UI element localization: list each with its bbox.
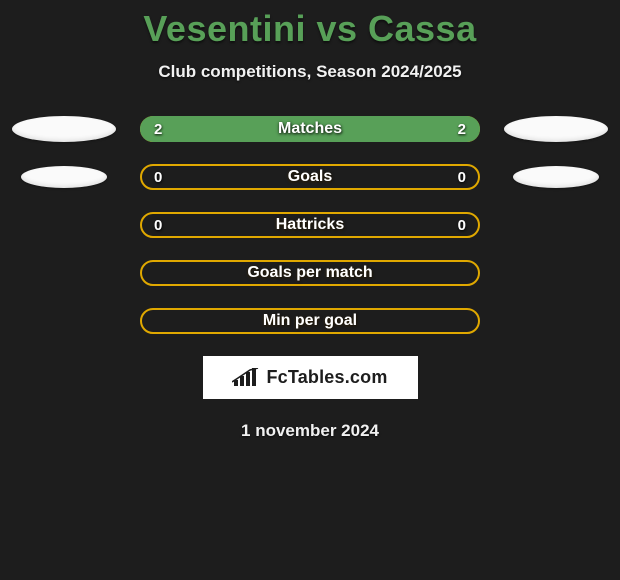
stat-row: 2 2 Matches	[0, 116, 620, 142]
stat-bar: Goals per match	[140, 260, 480, 286]
bar-outline	[140, 260, 480, 286]
bars-icon	[232, 368, 260, 388]
stat-bar: 2 2 Matches	[140, 116, 480, 142]
bar-value-labels: 0 0	[140, 212, 480, 238]
right-value: 0	[458, 169, 466, 186]
stat-row: 0 0 Hattricks	[0, 212, 620, 238]
subtitle: Club competitions, Season 2024/2025	[0, 62, 620, 82]
right-side	[480, 116, 620, 142]
right-ellipse	[504, 116, 608, 142]
date-label: 1 november 2024	[0, 421, 620, 441]
right-value: 0	[458, 217, 466, 234]
bar-outline	[140, 308, 480, 334]
brand-link[interactable]: FcTables.com	[203, 356, 418, 399]
left-ellipse	[21, 166, 107, 188]
right-ellipse	[513, 166, 599, 188]
stat-row: Goals per match	[0, 260, 620, 286]
bar-value-labels: 0 0	[140, 164, 480, 190]
comparison-card: Vesentini vs Cassa Club competitions, Se…	[0, 0, 620, 580]
right-side	[480, 166, 620, 188]
left-value: 2	[154, 121, 162, 138]
stat-row: Min per goal	[0, 308, 620, 334]
left-value: 0	[154, 217, 162, 234]
bar-value-labels: 2 2	[140, 116, 480, 142]
stat-rows: 2 2 Matches 0 0	[0, 116, 620, 334]
stat-bar: Min per goal	[140, 308, 480, 334]
page-title: Vesentini vs Cassa	[0, 8, 620, 50]
left-side	[0, 166, 140, 188]
left-ellipse	[12, 116, 116, 142]
left-value: 0	[154, 169, 162, 186]
brand-text: FcTables.com	[266, 367, 387, 388]
left-side	[0, 116, 140, 142]
stat-row: 0 0 Goals	[0, 164, 620, 190]
stat-bar: 0 0 Goals	[140, 164, 480, 190]
stat-bar: 0 0 Hattricks	[140, 212, 480, 238]
right-value: 2	[458, 121, 466, 138]
